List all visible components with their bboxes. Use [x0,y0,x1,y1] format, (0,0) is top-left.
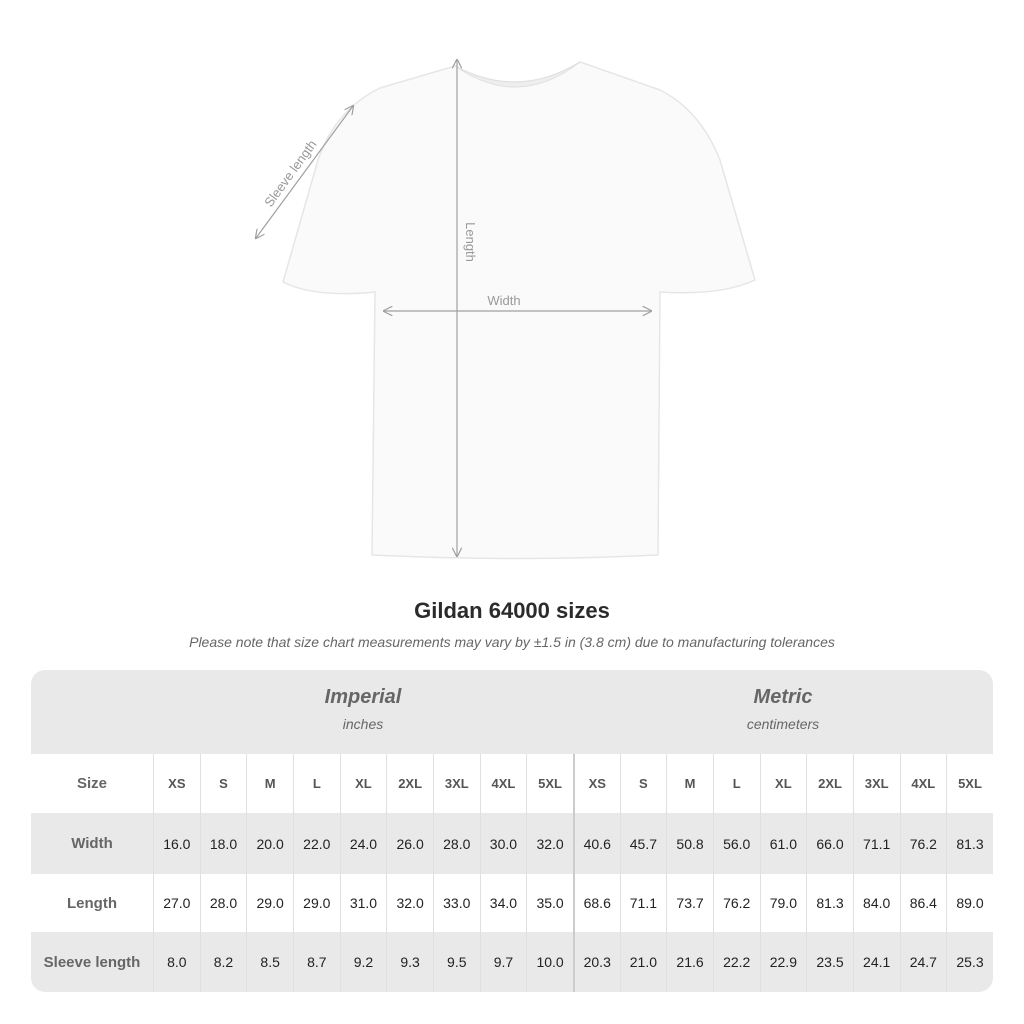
table-cell: 21.6 [666,932,713,992]
table-cell: 25.3 [946,932,993,992]
table-row: Sleeve length 8.0 8.2 8.5 8.7 9.2 9.3 9.5 9.7 10.… [31,932,993,992]
table-cell: 84.0 [852,874,900,932]
size-table: Imperial inches Metric centimeters Size X… [31,670,993,992]
table-cell: 32.0 [386,874,433,932]
table-cell: 81.3 [806,874,853,932]
tshirt-image [282,61,756,560]
table-cell: 56.0 [712,813,760,874]
size-header-cell: S [619,754,667,813]
table-cell: 26.0 [386,813,433,874]
sleeve-arrow [256,106,353,238]
size-header-cell: 2XL [806,754,853,813]
table-cell: 71.1 [619,874,667,932]
table-row: Length 27.0 28.0 29.0 29.0 31.0 32.0 33.0 34.0 35… [31,874,993,932]
table-cell: 20.3 [572,932,620,992]
size-header-cell: M [666,754,713,813]
table-cell: 79.0 [759,874,807,932]
table-cell: 33.0 [432,874,480,932]
size-header-cell: XL [759,754,807,813]
table-cell: 40.6 [572,813,620,874]
size-header-cell: XL [339,754,387,813]
table-cell: 8.7 [292,932,340,992]
table-cell: 9.3 [386,932,433,992]
table-cell: 66.0 [806,813,853,874]
size-header-cell: 5XL [526,754,573,813]
tolerance-note: Please note that size chart measurements… [189,634,835,650]
metric-title: Metric [753,686,813,708]
table-cell: 28.0 [432,813,480,874]
table-cell: 68.6 [572,874,620,932]
table-cell: 9.7 [479,932,527,992]
table-cell: 50.8 [666,813,713,874]
size-header-cell: 4XL [479,754,527,813]
table-cell: 8.0 [153,932,200,992]
size-header-row: Size XS S M L XL 2XL 3XL 4XL 5XL XS S M L XL 2XL 3XL 4XL 5… [31,754,993,813]
size-header-cell: 4XL [899,754,947,813]
size-header-cell: L [292,754,340,813]
table-cell: 45.7 [619,813,667,874]
table-cell: 35.0 [526,874,573,932]
table-cell: 32.0 [526,813,573,874]
table-cell: 23.5 [806,932,853,992]
table-cell: 24.1 [852,932,900,992]
table-cell: 81.3 [946,813,993,874]
imperial-header: Imperial inches [153,670,573,754]
table-cell: 18.0 [199,813,247,874]
tshirt-diagram: Length Width Sleeve length [0,0,756,560]
size-header-cell: 2XL [386,754,433,813]
length-label: Length [463,222,478,262]
table-cell: 22.2 [712,932,760,992]
table-cell: 9.5 [432,932,480,992]
table-cell: 24.7 [899,932,947,992]
table-cell: 8.2 [199,932,247,992]
table-cell: 76.2 [712,874,760,932]
size-header-cell: L [712,754,760,813]
table-cell: 34.0 [479,874,527,932]
table-cell: 30.0 [479,813,527,874]
row-label: Sleeve length [43,953,141,971]
table-cell: 89.0 [946,874,993,932]
metric-header: Metric centimeters [573,670,993,754]
table-row: Width 16.0 18.0 20.0 22.0 24.0 26.0 28.0 30.0 32.… [31,813,993,874]
size-header-cell: S [199,754,247,813]
table-cell: 61.0 [759,813,807,874]
size-header-cell: 5XL [946,754,993,813]
table-cell: 16.0 [153,813,200,874]
table-cell: 73.7 [666,874,713,932]
table-cell: 28.0 [199,874,247,932]
metric-unit: centimeters [746,716,820,732]
table-cell: 27.0 [153,874,200,932]
table-cell: 10.0 [526,932,573,992]
row-label: Width [71,835,113,852]
size-header-cell: M [246,754,293,813]
row-label: Size [76,775,107,792]
width-label: Width [487,293,520,308]
table-cell: 24.0 [339,813,387,874]
table-cell: 20.0 [246,813,293,874]
table-cell: 22.0 [292,813,340,874]
table-cell: 29.0 [246,874,293,932]
page-title: Gildan 64000 sizes [414,598,610,623]
table-cell: 86.4 [899,874,947,932]
row-label: Length [67,894,117,912]
table-cell: 21.0 [619,932,667,992]
size-header-cell: 3XL [852,754,900,813]
size-header-cell: XS [153,754,200,813]
size-header-cell: 3XL [432,754,480,813]
table-cell: 22.9 [759,932,807,992]
imperial-unit: inches [342,716,384,732]
imperial-title: Imperial [324,686,402,708]
size-header-cell: XS [572,754,620,813]
table-cell: 8.5 [246,932,293,992]
table-cell: 71.1 [852,813,900,874]
table-cell: 31.0 [339,874,387,932]
table-cell: 76.2 [899,813,947,874]
table-cell: 9.2 [339,932,387,992]
table-cell: 29.0 [292,874,340,932]
